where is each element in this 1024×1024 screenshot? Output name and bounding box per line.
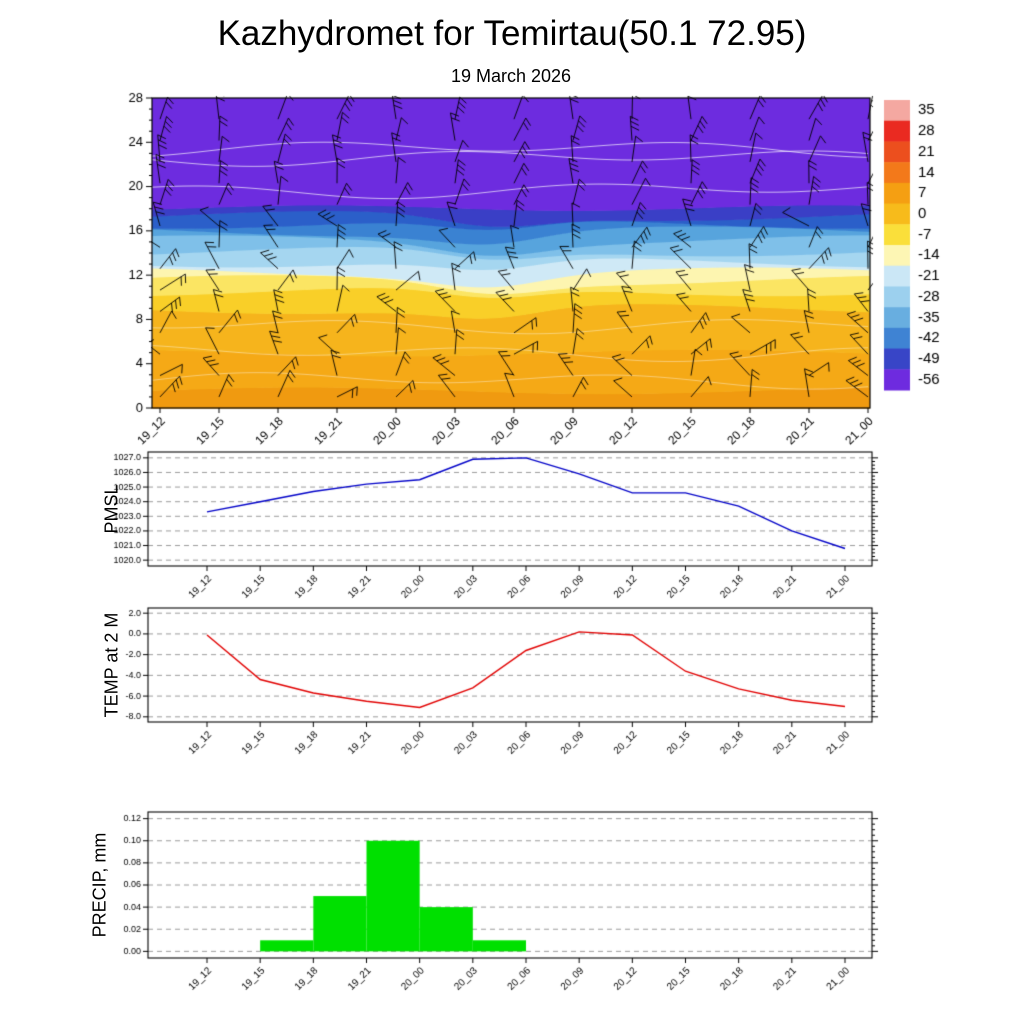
pmsl-axis-label: PMSL (101, 484, 122, 534)
precip-axis-label: PRECIP, mm (89, 832, 110, 938)
temp-axis-label: TEMP at 2 M (101, 612, 122, 718)
chart-subtitle: 19 March 2026 (450, 66, 572, 86)
page-title: Kazhydromet for Temirtau(50.1 72.95) (217, 14, 807, 53)
